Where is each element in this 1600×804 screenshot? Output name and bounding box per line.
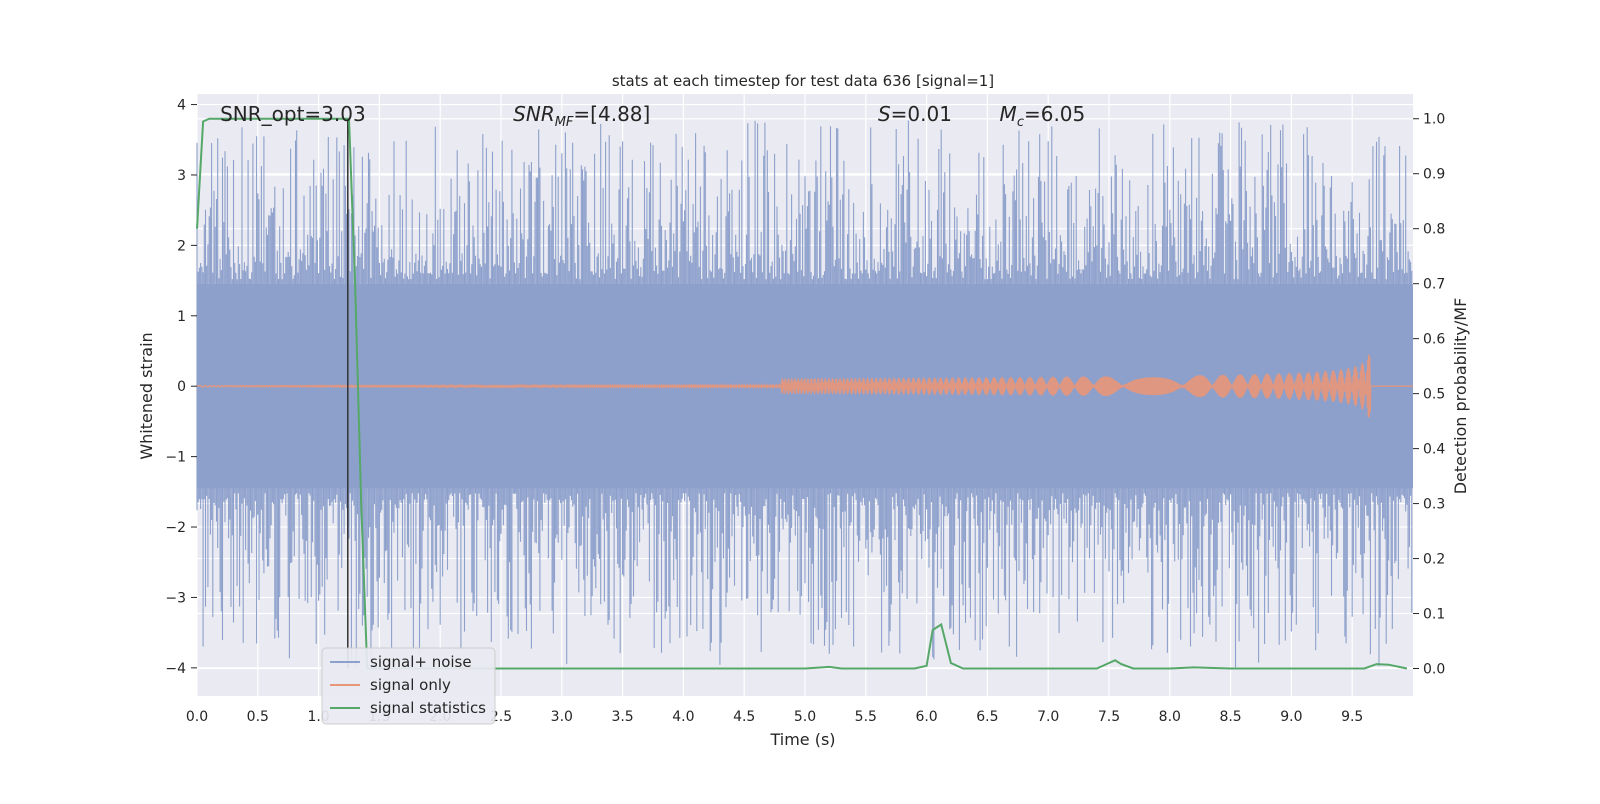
annotation-subscript: MF: [555, 115, 574, 130]
y-tick-label: −3: [165, 590, 186, 606]
y-ticks-left: 4 3 2 1 0 −1 −2 −3 −4: [165, 98, 197, 677]
legend: signal+ noise signal only signal statistic…: [321, 647, 496, 725]
y-tick-label: −4: [165, 661, 186, 677]
chart-marks: [196, 120, 1413, 668]
x-tick-label: 4.0: [672, 709, 694, 725]
x-tick-label: 8.0: [1159, 709, 1181, 725]
y-ticks-right: 1.0 0.9 0.8 0.7 0.6 0.5 0.4 0.3 0.2 0.1 0.0: [1413, 112, 1445, 678]
x-tick-label: 5.5: [855, 709, 877, 725]
y-tick-label: 1: [177, 309, 186, 325]
y-axis-label: Whitened strain: [137, 332, 156, 459]
legend-label: signal only: [370, 676, 451, 694]
annotation-symbol: SNR: [513, 102, 555, 126]
annotation-symbol: M: [1000, 102, 1017, 126]
x-tick-label: 8.5: [1219, 709, 1241, 725]
y-tick-label: −2: [165, 520, 186, 536]
y-tick-label: 4: [177, 98, 186, 114]
annotation-text: Mc=6.05: [1000, 102, 1086, 130]
legend-label: signal statistics: [370, 699, 486, 717]
series-signal-only: [196, 354, 1413, 418]
x-axis-label: Time (s): [769, 730, 835, 749]
x-tick-label: 0.0: [186, 709, 208, 725]
signal-statistics-layer: [196, 117, 1408, 670]
x-tick-label: 3.0: [551, 709, 573, 725]
y-right-tick-label: 1.0: [1423, 112, 1445, 128]
chart-title: stats at each timestep for test data 636…: [612, 72, 994, 90]
x-tick-label: 9.0: [1280, 709, 1302, 725]
y-right-tick-label: 0.1: [1423, 607, 1445, 623]
x-tick-label: 4.5: [733, 709, 755, 725]
y-tick-label: 2: [177, 238, 186, 254]
annotation-text: SNR_opt=3.03: [220, 102, 366, 126]
x-tick-label: 3.5: [611, 709, 633, 725]
y-right-tick-label: 0.9: [1423, 167, 1445, 183]
legend-box: [321, 647, 496, 725]
y-axis-label-right: Detection probability/MF: [1451, 298, 1470, 495]
x-tick-label: 5.0: [794, 709, 816, 725]
x-tick-label: 6.0: [915, 709, 937, 725]
y-tick-label: 3: [177, 168, 186, 184]
y-right-tick-label: 0.3: [1423, 497, 1445, 513]
annotation-subscript: c: [1017, 115, 1024, 130]
y-right-tick-label: 0.4: [1423, 442, 1445, 458]
x-ticks: 0.00.51.01.52.02.53.03.54.04.55.05.56.06…: [186, 709, 1363, 725]
x-tick-label: 7.5: [1098, 709, 1120, 725]
y-tick-label: −1: [165, 450, 186, 466]
x-tick-label: 7.0: [1037, 709, 1059, 725]
legend-label: signal+ noise: [370, 653, 472, 671]
x-tick-label: 0.5: [247, 709, 269, 725]
y-right-tick-label: 0.8: [1423, 222, 1445, 238]
annotation-text: SNRMF=[4.88]: [513, 102, 650, 130]
series-signal-statistics: [196, 117, 1408, 670]
annotation-text: S=0.01: [878, 102, 952, 126]
annotations: SNR_opt=3.03 SNRMF=[4.88] S=0.01 Mc=6.05: [220, 102, 1085, 130]
y-right-tick-label: 0.0: [1423, 662, 1445, 678]
annotation-value: =0.01: [891, 102, 952, 126]
y-right-tick-label: 0.6: [1423, 332, 1445, 348]
annotation-value: =[4.88]: [573, 102, 650, 126]
x-tick-label: 9.5: [1341, 709, 1363, 725]
annotation-symbol: SNR_opt=3.03: [220, 102, 366, 126]
annotation-symbol: S: [878, 102, 891, 126]
y-right-tick-label: 0.5: [1423, 387, 1445, 403]
x-tick-label: 6.5: [976, 709, 998, 725]
y-right-tick-label: 0.2: [1423, 552, 1445, 568]
annotation-value: =6.05: [1024, 102, 1085, 126]
y-right-tick-label: 0.7: [1423, 277, 1445, 293]
y-tick-label: 0: [177, 379, 186, 395]
